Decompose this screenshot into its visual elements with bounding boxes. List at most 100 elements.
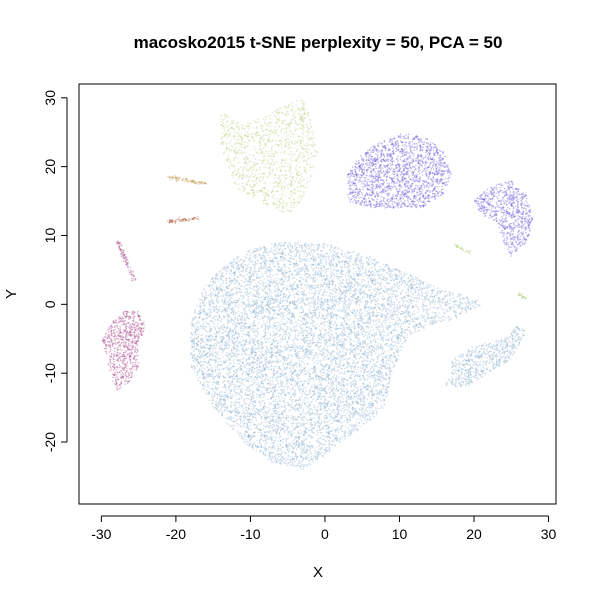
data-point xyxy=(358,288,360,291)
data-point xyxy=(303,415,306,418)
data-point xyxy=(387,334,390,336)
data-point xyxy=(280,314,282,317)
data-point xyxy=(301,248,304,250)
data-point xyxy=(292,348,294,351)
data-point xyxy=(282,375,285,377)
data-point xyxy=(216,365,219,368)
data-point xyxy=(321,364,323,367)
data-point xyxy=(403,285,406,288)
data-point xyxy=(340,435,343,438)
data-point xyxy=(351,296,354,299)
data-point xyxy=(391,287,393,290)
data-point xyxy=(348,424,351,426)
data-point xyxy=(221,406,223,409)
data-point xyxy=(218,368,220,371)
data-point xyxy=(227,356,230,359)
data-point xyxy=(347,324,350,327)
data-point xyxy=(219,283,222,286)
data-point xyxy=(235,394,237,397)
data-point xyxy=(237,321,239,324)
data-point xyxy=(296,351,299,354)
data-point xyxy=(396,316,398,319)
data-point xyxy=(233,404,235,406)
data-point xyxy=(391,360,393,363)
data-point xyxy=(269,288,271,290)
data-point xyxy=(340,364,343,367)
data-point xyxy=(305,259,308,262)
data-point xyxy=(325,399,328,401)
data-point xyxy=(237,284,240,287)
data-point xyxy=(282,314,285,316)
data-point xyxy=(380,390,383,393)
data-point xyxy=(316,378,318,381)
data-point xyxy=(193,371,196,374)
data-point xyxy=(292,367,294,370)
data-point xyxy=(359,391,362,393)
data-point xyxy=(341,379,344,381)
data-point xyxy=(255,336,257,339)
data-point xyxy=(249,254,252,257)
data-point xyxy=(385,290,388,292)
data-point xyxy=(333,369,336,372)
data-point xyxy=(382,375,385,377)
data-point xyxy=(320,338,322,341)
data-point xyxy=(292,443,294,446)
data-point xyxy=(268,341,271,344)
data-point xyxy=(352,290,355,292)
data-point xyxy=(306,257,309,260)
data-point xyxy=(285,333,288,336)
data-point xyxy=(404,273,406,275)
data-point xyxy=(403,274,406,277)
data-point xyxy=(283,374,285,377)
data-point xyxy=(363,296,365,299)
data-point xyxy=(363,371,365,374)
data-point xyxy=(297,242,299,244)
data-point xyxy=(288,372,291,374)
data-point xyxy=(302,317,304,320)
data-point xyxy=(381,372,384,374)
data-point xyxy=(249,337,251,339)
data-point xyxy=(408,323,411,325)
data-point xyxy=(351,365,353,368)
data-point xyxy=(288,278,290,281)
data-point xyxy=(216,301,218,303)
data-point xyxy=(277,359,280,361)
data-point xyxy=(375,292,378,295)
data-point xyxy=(371,405,374,408)
data-point xyxy=(297,283,299,286)
data-point xyxy=(309,246,311,249)
data-point xyxy=(255,449,258,452)
data-point xyxy=(306,457,309,460)
data-point xyxy=(365,359,367,362)
data-point xyxy=(328,447,331,450)
data-point xyxy=(373,279,376,282)
data-point xyxy=(247,333,250,335)
data-point xyxy=(321,245,324,247)
data-point xyxy=(332,336,335,339)
data-point xyxy=(290,432,293,435)
data-point xyxy=(273,310,276,312)
data-point xyxy=(251,421,253,423)
data-point xyxy=(261,380,263,383)
data-point xyxy=(363,342,366,344)
data-point xyxy=(198,322,200,324)
data-point xyxy=(411,281,414,283)
data-point xyxy=(280,373,283,376)
data-point xyxy=(269,359,272,362)
data-point xyxy=(199,302,202,304)
data-point xyxy=(268,402,271,404)
data-point xyxy=(207,322,210,325)
data-point xyxy=(308,346,311,348)
data-point xyxy=(332,404,335,407)
data-point xyxy=(257,307,260,310)
data-point xyxy=(264,379,266,382)
data-point xyxy=(273,279,275,282)
data-point xyxy=(340,310,343,312)
data-point xyxy=(331,246,333,248)
data-point xyxy=(294,344,296,346)
data-point xyxy=(467,307,470,310)
data-point xyxy=(250,370,253,373)
data-point xyxy=(361,343,364,345)
data-point xyxy=(207,360,210,362)
data-point xyxy=(227,410,230,413)
